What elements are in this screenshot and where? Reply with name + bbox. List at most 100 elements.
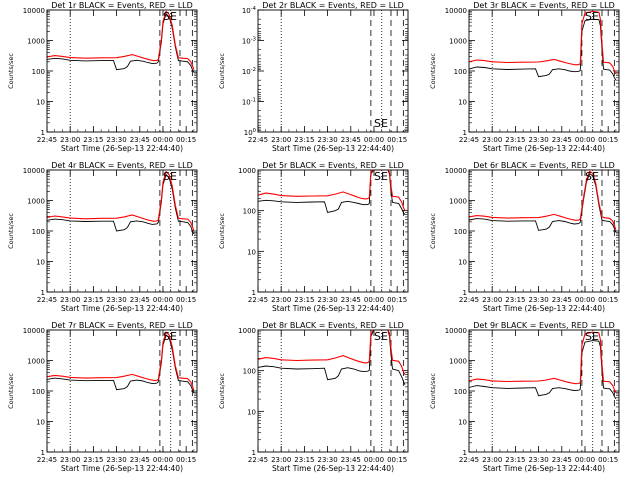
x-tick-label: 00:00 bbox=[364, 296, 384, 304]
panel-title: Det 3r BLACK = Events, RED = LLD bbox=[473, 1, 615, 10]
x-axis-label: Start Time (26-Sep-13 22:44:40) bbox=[483, 304, 605, 313]
events-series-line bbox=[46, 173, 195, 235]
x-tick-label: 23:45 bbox=[552, 136, 572, 144]
x-tick-label: 22:45 bbox=[248, 136, 268, 144]
y-tick-label: 1000 bbox=[27, 198, 45, 206]
y-tick-label: 1000 bbox=[27, 358, 45, 366]
panel-4r: Det 4r BLACK = Events, RED = LLD 1 10 100 10… bbox=[7, 161, 198, 313]
y-tick-label: 1 bbox=[252, 289, 256, 297]
y-tick-label: 10-2 bbox=[242, 67, 256, 76]
plot-frame bbox=[468, 9, 620, 133]
plot-frame bbox=[257, 9, 409, 133]
y-tick-label: 100 bbox=[454, 68, 467, 76]
panel-title: Det 5r BLACK = Events, RED = LLD bbox=[262, 161, 404, 170]
panel-9r: Det 9r BLACK = Events, RED = LLD 1 10 100 10… bbox=[429, 321, 620, 473]
y-tick-label: 10-3 bbox=[242, 36, 256, 45]
x-tick-label: 22:45 bbox=[248, 296, 268, 304]
x-tick-label: 23:30 bbox=[106, 456, 126, 464]
y-tick-label: 10-1 bbox=[242, 97, 256, 106]
x-tick-label: 00:15 bbox=[387, 296, 407, 304]
x-tick-label: 23:15 bbox=[505, 456, 525, 464]
panel-title: Det 8r BLACK = Events, RED = LLD bbox=[262, 321, 404, 330]
x-tick-label: 23:00 bbox=[482, 296, 502, 304]
y-axis-label: Counts/sec bbox=[429, 373, 437, 409]
x-tick-label: 00:00 bbox=[153, 136, 173, 144]
x-axis-label: Start Time (26-Sep-13 22:44:40) bbox=[272, 464, 394, 473]
plot-frame bbox=[257, 169, 409, 293]
lld-series-line bbox=[257, 329, 406, 375]
plot-frame bbox=[46, 169, 198, 293]
y-tick-label: 10000 bbox=[445, 167, 467, 175]
y-tick-label: 100 bbox=[454, 388, 467, 396]
x-axis-label: Start Time (26-Sep-13 22:44:40) bbox=[61, 144, 183, 153]
x-tick-label: 23:15 bbox=[83, 136, 103, 144]
x-tick-label: 00:00 bbox=[364, 456, 384, 464]
x-tick-label: 22:45 bbox=[459, 296, 479, 304]
x-tick-label: 23:15 bbox=[294, 296, 314, 304]
x-tick-label: 23:45 bbox=[341, 136, 361, 144]
x-tick-label: 23:15 bbox=[83, 456, 103, 464]
x-tick-label: 23:30 bbox=[528, 136, 548, 144]
y-tick-label: 1000 bbox=[449, 358, 467, 366]
y-tick-label: 100 bbox=[32, 388, 45, 396]
y-tick-label: 1 bbox=[41, 289, 45, 297]
y-tick-label: 10000 bbox=[23, 7, 45, 15]
y-tick-label: 10-4 bbox=[242, 6, 257, 15]
y-tick-label: 10 bbox=[458, 259, 467, 267]
x-tick-label: 23:30 bbox=[106, 296, 126, 304]
y-tick-label: 1000 bbox=[449, 198, 467, 206]
x-tick-label: 00:15 bbox=[598, 136, 618, 144]
x-tick-label: 23:45 bbox=[130, 296, 150, 304]
se-annotation: SE bbox=[585, 330, 599, 343]
plot-frame bbox=[257, 329, 409, 453]
se-annotation: SE bbox=[585, 170, 599, 183]
x-tick-label: 22:45 bbox=[459, 136, 479, 144]
panel-6r: Det 6r BLACK = Events, RED = LLD 1 10 100 10… bbox=[429, 161, 620, 313]
panel-5r: Det 5r BLACK = Events, RED = LLD 1 10 100 10… bbox=[218, 161, 409, 313]
x-tick-label: 23:00 bbox=[271, 136, 291, 144]
events-series-line bbox=[468, 340, 617, 400]
lld-series-line bbox=[46, 170, 195, 232]
panel-7r: Det 7r BLACK = Events, RED = LLD 1 10 100 10… bbox=[7, 321, 198, 473]
y-tick-label: 100 bbox=[243, 208, 256, 216]
panel-2r: Det 2r BLACK = Events, RED = LLD 100 10-1 1… bbox=[218, 1, 409, 153]
events-series-line bbox=[46, 12, 195, 73]
x-tick-label: 00:00 bbox=[575, 296, 595, 304]
y-tick-label: 1000 bbox=[238, 327, 256, 335]
x-tick-label: 22:45 bbox=[37, 296, 57, 304]
x-tick-label: 23:15 bbox=[505, 136, 525, 144]
x-tick-label: 23:45 bbox=[341, 296, 361, 304]
panel-title: Det 1r BLACK = Events, RED = LLD bbox=[51, 1, 193, 10]
plot-frame bbox=[468, 329, 620, 453]
x-tick-label: 23:30 bbox=[106, 136, 126, 144]
x-tick-label: 23:45 bbox=[552, 296, 572, 304]
y-tick-label: 1 bbox=[463, 129, 467, 137]
se-annotation: SE bbox=[374, 117, 388, 130]
y-tick-label: 1000 bbox=[238, 167, 256, 175]
y-tick-label: 1 bbox=[252, 449, 256, 457]
events-series-line bbox=[468, 18, 617, 81]
se-annotation: SE bbox=[163, 10, 177, 23]
y-axis-label: Counts/sec bbox=[429, 53, 437, 89]
plot-frame bbox=[46, 9, 198, 133]
y-tick-label: 1000 bbox=[449, 38, 467, 46]
y-tick-label: 10 bbox=[458, 419, 467, 427]
x-tick-label: 00:15 bbox=[598, 296, 618, 304]
x-tick-label: 22:45 bbox=[459, 456, 479, 464]
x-tick-label: 22:45 bbox=[248, 456, 268, 464]
y-tick-label: 100 bbox=[454, 228, 467, 236]
x-tick-label: 00:15 bbox=[176, 456, 196, 464]
y-tick-label: 10 bbox=[247, 248, 256, 256]
lld-series-line bbox=[468, 331, 617, 393]
events-series-line bbox=[257, 169, 406, 215]
panel-title: Det 6r BLACK = Events, RED = LLD bbox=[473, 161, 615, 170]
x-tick-label: 23:00 bbox=[271, 296, 291, 304]
y-axis-label: Counts/sec bbox=[218, 213, 226, 249]
x-tick-label: 00:00 bbox=[153, 456, 173, 464]
y-tick-label: 100 bbox=[243, 368, 256, 376]
y-axis-label: Counts/sec bbox=[7, 53, 15, 89]
x-tick-label: 00:00 bbox=[575, 456, 595, 464]
panel-3r: Det 3r BLACK = Events, RED = LLD 1 10 100 10… bbox=[429, 1, 620, 153]
y-axis-label: Counts/sec bbox=[7, 213, 15, 249]
